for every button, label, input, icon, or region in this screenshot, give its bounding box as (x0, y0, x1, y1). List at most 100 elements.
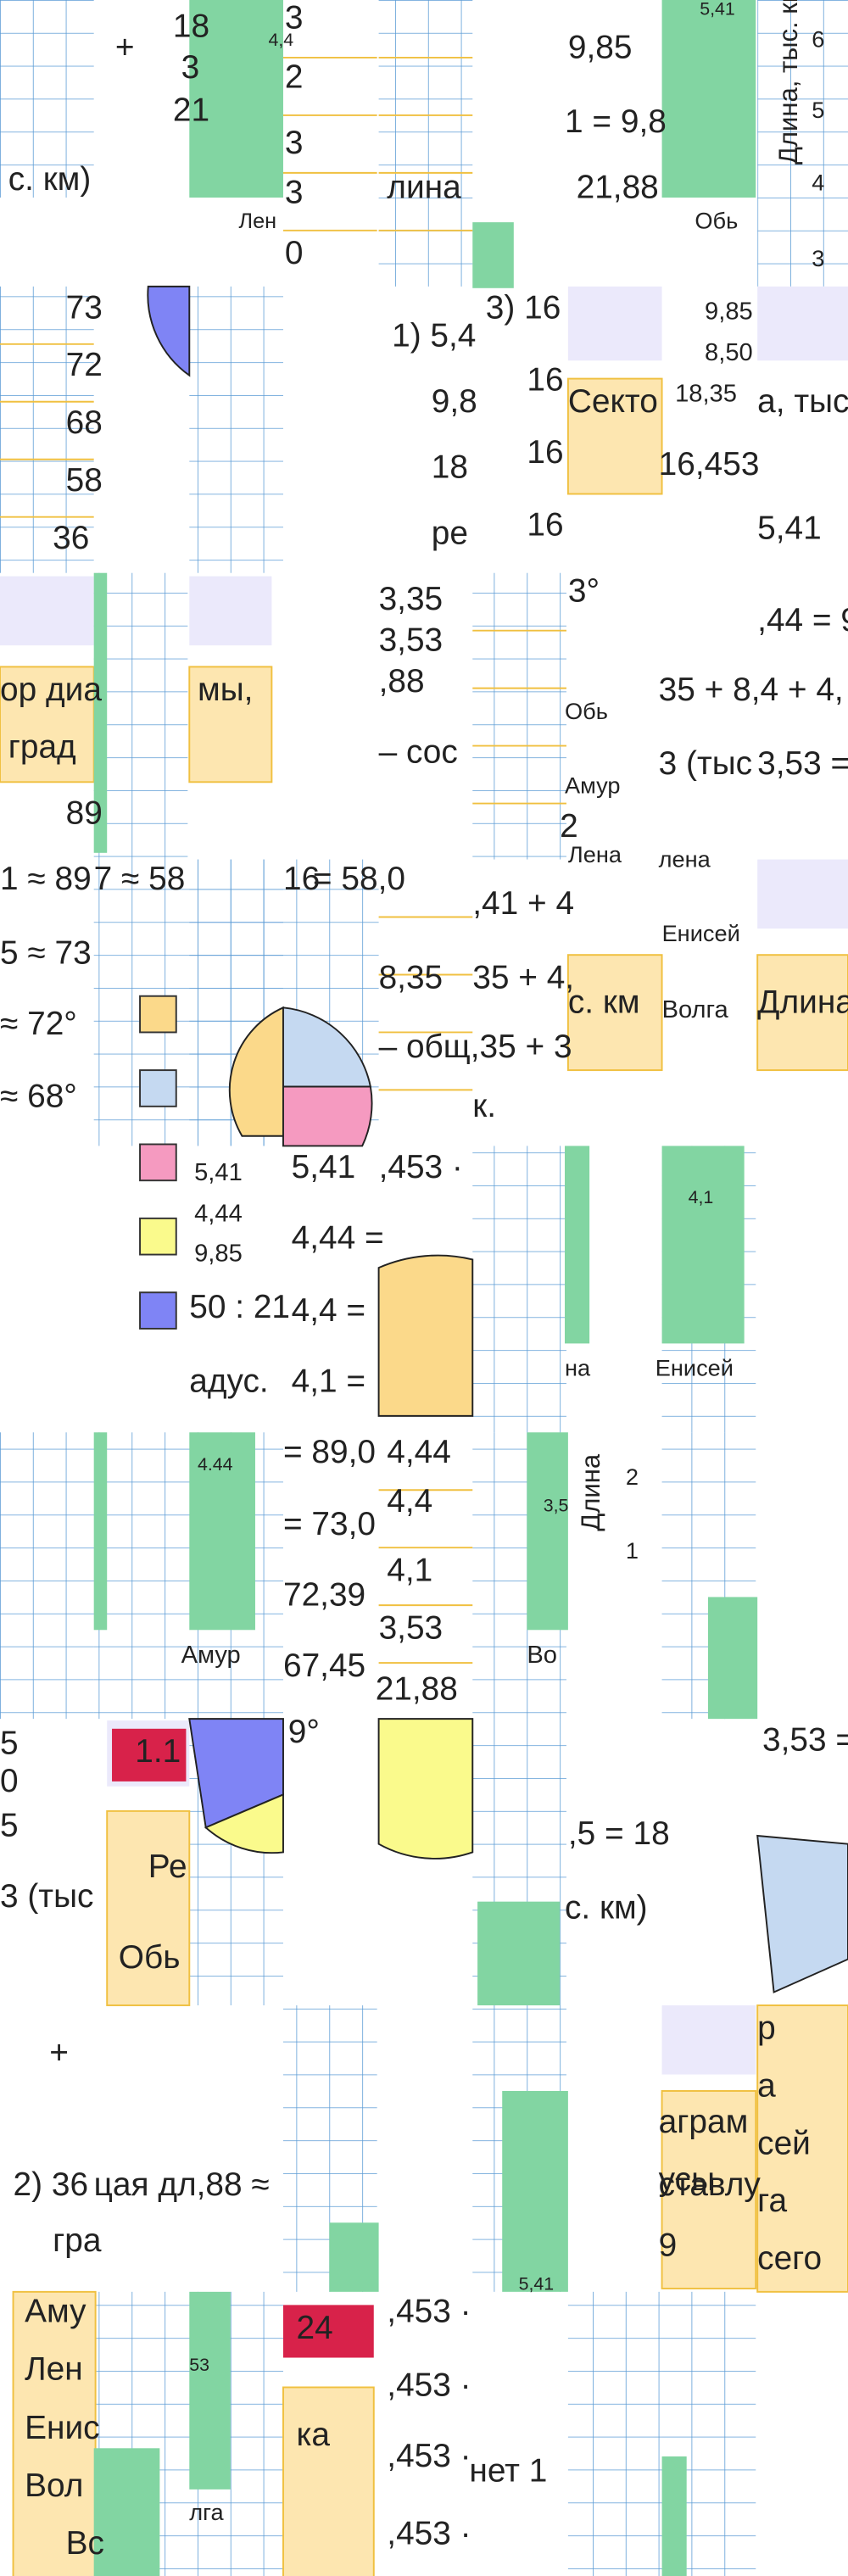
text-fragment: = 73,0 (283, 1506, 376, 1542)
grid-tile (757, 0, 848, 287)
bar (707, 1597, 758, 1720)
text-fragment: с. км (568, 984, 640, 1021)
text-fragment: Енис (25, 2410, 99, 2446)
text-fragment: Лен (239, 209, 277, 233)
text-fragment: 21,88 (577, 170, 659, 206)
text-fragment: 3 (285, 125, 304, 161)
text-fragment: 3 (812, 245, 824, 271)
bar (189, 1432, 255, 1631)
text-fragment: 5,41 (519, 2274, 555, 2294)
text-fragment: 5,41 (292, 1149, 356, 1185)
text-fragment: 3,53 = (762, 1722, 848, 1759)
text-fragment: ≈ 68° (0, 1078, 77, 1114)
text-fragment: – общ,35 + 3 (379, 1029, 572, 1065)
bar (93, 1432, 108, 1631)
table-cell (661, 2089, 757, 2289)
text-fragment: Обь (695, 207, 738, 233)
text-fragment: на (565, 1355, 591, 1381)
text-fragment: 53 (189, 2355, 209, 2375)
table-cell (282, 2386, 375, 2576)
text-fragment: аграм (659, 2104, 749, 2140)
bar (527, 1432, 568, 1631)
text-fragment: 16,453 (659, 446, 760, 482)
text-fragment: 16 (527, 507, 563, 544)
text-fragment: 21,88 (376, 1670, 458, 1707)
text-fragment: 9,85 (705, 298, 753, 326)
text-fragment: 3 (181, 49, 200, 86)
bar (502, 2090, 568, 2292)
text-fragment: 3,5 (544, 1495, 569, 1515)
text-fragment: 3° (568, 572, 600, 609)
text-fragment: ≈ 72° (0, 1006, 77, 1042)
text-fragment: Волга (662, 996, 729, 1023)
text-fragment: ,88 (379, 663, 425, 700)
text-fragment: Ре (148, 1848, 187, 1885)
text-fragment: цая дл,88 ≈ (94, 2166, 270, 2203)
text-fragment: 67,45 (283, 1648, 365, 1684)
text-fragment: 5,41 (194, 1159, 243, 1186)
text-fragment: Аму (25, 2293, 86, 2329)
text-fragment: ,5 = 18 (568, 1815, 670, 1852)
bar (329, 2222, 379, 2292)
bar (661, 2456, 687, 2576)
text-fragment: сей (757, 2125, 811, 2161)
grid-tile (93, 572, 188, 860)
text-fragment: 4,44 (194, 1201, 243, 1228)
grid-tile (378, 0, 473, 287)
text-fragment: 2 (560, 808, 578, 845)
text-fragment: 5 (0, 1725, 19, 1761)
text-fragment: 3 (285, 174, 304, 210)
text-fragment: 24 (297, 2310, 333, 2346)
table-cell (106, 1809, 191, 2006)
pie-slice (228, 1006, 284, 1137)
text-fragment: ,453 · (387, 2293, 471, 2329)
text-fragment: 1 (626, 1537, 639, 1564)
text-fragment: 9 (659, 2228, 678, 2264)
pie-slice (282, 1085, 373, 1147)
legend-swatch (139, 1217, 177, 1256)
text-fragment: 4 (812, 170, 824, 196)
text-fragment: 3 (285, 0, 304, 36)
text-fragment: 35 + 8,4 + 4, (659, 672, 844, 708)
bar (189, 2291, 231, 2490)
text-fragment: Длина (576, 1453, 605, 1531)
text-fragment: гра (53, 2222, 102, 2259)
text-fragment: Амур (181, 1642, 241, 1669)
text-fragment: Во (527, 1642, 557, 1669)
text-fragment: + (115, 30, 135, 66)
text-fragment: Лен (25, 2350, 83, 2387)
legend-swatch (139, 995, 177, 1034)
text-fragment: 16 (527, 434, 563, 471)
grid-tile (0, 1432, 94, 1720)
text-fragment: 7 ≈ 58 (94, 861, 186, 897)
text-fragment: 0 (285, 235, 304, 271)
text-fragment: 89 (66, 795, 103, 831)
text-fragment: 3 (тыс (659, 745, 752, 782)
text-fragment: га (757, 2183, 787, 2219)
text-fragment: 9,8 (432, 383, 477, 420)
text-fragment: 4,1 (387, 1553, 432, 1589)
pie-slice (377, 1254, 474, 1417)
text-fragment: 4,4 (387, 1483, 432, 1519)
text-fragment: 4,44 (387, 1434, 451, 1470)
text-fragment: 4,1 = (292, 1363, 365, 1399)
legend-swatch (139, 1291, 177, 1330)
text-fragment: – сос (379, 734, 458, 771)
grid-tile (472, 572, 566, 860)
pie-slice (204, 1793, 284, 1854)
text-fragment: = 58,0 (313, 861, 405, 897)
text-fragment: 4,44 = (292, 1219, 384, 1256)
header-cell (567, 286, 662, 361)
bar (189, 0, 283, 198)
bar (477, 1901, 561, 2005)
text-fragment: 3,53 = (757, 745, 848, 782)
text-fragment: 4,1 (689, 1187, 714, 1207)
text-fragment: 3 (тыс (0, 1878, 93, 1915)
text-fragment: 5,41 (700, 0, 735, 19)
text-fragment: 3,35 (379, 581, 444, 617)
text-fragment: 4,4 (268, 30, 293, 50)
text-fragment: а (757, 2067, 776, 2104)
text-fragment: ре (432, 515, 468, 551)
text-fragment: нет 1 (469, 2453, 547, 2490)
